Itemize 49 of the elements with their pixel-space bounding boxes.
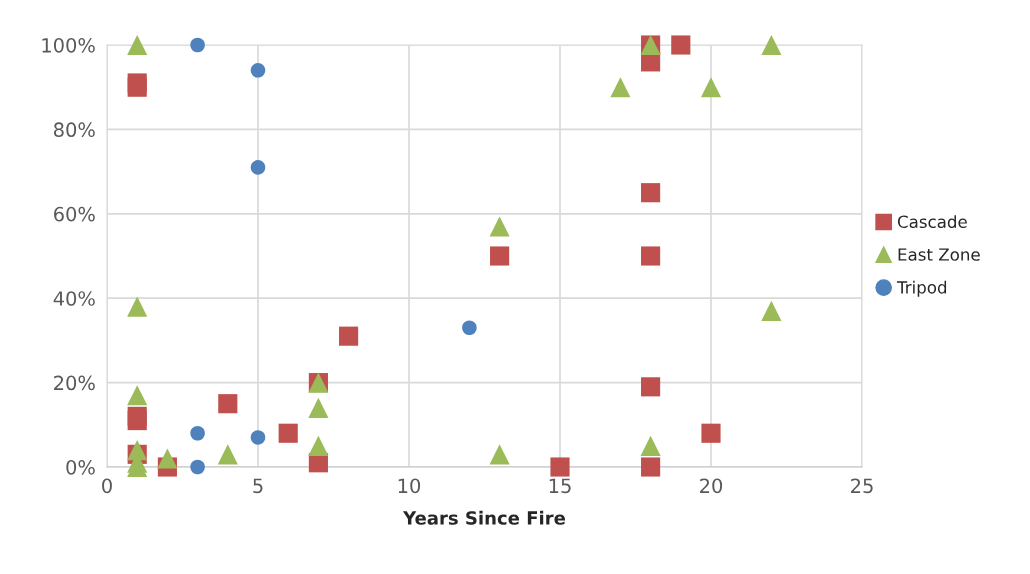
x-tick-label: 0 [102,478,112,494]
legend-label: Tripod [896,280,947,297]
point [250,63,266,78]
y-tick-label: 40% [53,291,95,306]
point [127,411,147,431]
point [278,423,298,443]
point [308,397,329,418]
legend-label: Cascade [897,215,967,229]
point [640,435,661,456]
x-tick-label: 15 [549,478,571,494]
x-tick-label: 20 [700,478,723,494]
point [250,430,266,445]
point [127,385,148,406]
point [700,77,722,98]
point [641,377,661,397]
point [641,457,661,477]
point [339,326,359,346]
y-tick-label: 0% [66,459,95,475]
point [550,457,570,477]
point [157,448,178,469]
x-tick-label: 10 [398,478,421,494]
point [127,296,148,317]
x-tick-label: 5 [253,478,263,494]
point [610,77,631,98]
point [190,425,205,441]
point [218,394,238,414]
point [671,35,691,55]
point [761,34,782,56]
point [308,435,329,456]
legend-label: East Zone [898,248,980,261]
x-axis-title: Years Since Fire [402,510,565,525]
point [761,300,782,321]
point [641,246,661,266]
y-tick-label: 80% [53,122,95,138]
point [190,459,205,475]
point [701,423,721,443]
x-tick-label: 25 [851,478,873,494]
y-tick-label: 100% [42,37,95,53]
point [250,160,266,175]
point [489,444,510,465]
y-tick-label: 60% [54,206,95,222]
point [489,216,510,237]
point [462,320,477,336]
point [217,444,238,465]
point [190,37,205,53]
point [127,34,148,56]
point [490,246,510,266]
point [641,183,661,203]
y-tick-label: 20% [54,375,95,391]
